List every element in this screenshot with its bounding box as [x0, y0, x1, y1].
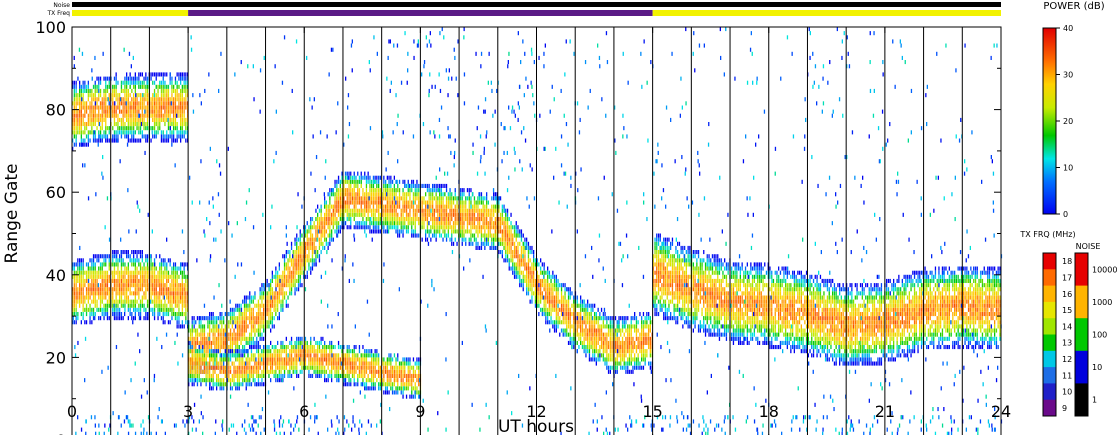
- txfreq-label: 17: [1062, 273, 1072, 282]
- txfreq-label: 16: [1062, 290, 1072, 299]
- txfreq-label: 18: [1062, 257, 1072, 266]
- y-tick-label: 20: [46, 348, 66, 367]
- y-tick-label: 60: [46, 183, 66, 202]
- noise-label: 10: [1092, 363, 1102, 372]
- txfreq-color-segment: [1043, 350, 1056, 368]
- y-axis-title: Range Gate: [2, 164, 22, 264]
- noise-color-segment: [1075, 383, 1088, 417]
- txfreq-color-segment: [1043, 383, 1056, 401]
- noise-legend-title: NOISE: [1076, 242, 1101, 251]
- power-colorbar-label: 0: [1063, 210, 1068, 219]
- txfreq-color-segment: [1043, 318, 1056, 335]
- txfreq-color-segment: [1043, 269, 1056, 287]
- txfreq-color-segment: [1043, 285, 1056, 303]
- x-tick-label: 9: [415, 402, 425, 421]
- power-colorbar-label: 10: [1063, 164, 1073, 173]
- x-axis-title: UT hours: [498, 417, 574, 435]
- txfreq-bar-segment: [652, 10, 1001, 16]
- txfreq-label: 13: [1062, 339, 1072, 348]
- txfreq-color-segment: [1043, 399, 1056, 417]
- txfreq-bar-segment: [72, 10, 189, 16]
- power-colorbar-label: 40: [1063, 24, 1073, 33]
- power-colorbar-label: 30: [1063, 71, 1073, 80]
- txfreq-label: 15: [1062, 306, 1072, 315]
- noise-color-segment: [1075, 350, 1088, 384]
- noise-bar-label: Noise: [53, 2, 70, 9]
- x-tick-label: 15: [642, 402, 662, 421]
- txfreq-bar-label: TX Freq: [46, 10, 70, 17]
- x-tick-label: 3: [183, 402, 193, 421]
- noise-bar: [72, 2, 1001, 7]
- noise-colorbar: [1074, 252, 1089, 417]
- txfreq-label: 14: [1062, 322, 1072, 331]
- txfreq-label: 9: [1062, 404, 1067, 413]
- noise-color-segment: [1075, 285, 1088, 319]
- txfreq-colorbar: [1042, 252, 1057, 417]
- x-tick-label: 18: [759, 402, 779, 421]
- noise-label: 10000: [1092, 265, 1117, 274]
- y-tick-label: 80: [46, 101, 66, 120]
- txfreq-label: 12: [1062, 355, 1072, 364]
- noise-color-segment: [1075, 253, 1088, 287]
- x-tick-label: 12: [526, 402, 546, 421]
- noise-color-segment: [1075, 318, 1088, 352]
- echo-cells: [72, 27, 1003, 435]
- power-colorbar-label: 20: [1063, 117, 1073, 126]
- txfreq-bar-segment: [188, 10, 653, 16]
- y-tick-label: 40: [46, 266, 66, 285]
- power-legend-title: POWER (dB): [1043, 1, 1104, 12]
- x-tick-label: 24: [991, 402, 1011, 421]
- txfreq-color-segment: [1043, 367, 1056, 384]
- txfreq-color-segment: [1043, 253, 1056, 270]
- x-tick-label: 6: [299, 402, 309, 421]
- txfreq-label: 11: [1062, 371, 1072, 380]
- noise-label: 1: [1092, 396, 1097, 405]
- y-tick-label: 100: [35, 18, 66, 37]
- txfreq-color-segment: [1043, 301, 1056, 319]
- noise-label: 100: [1092, 331, 1107, 340]
- y-tick-label: 0: [56, 431, 66, 435]
- txfreq-legend-title: TX FRQ (MHz): [1019, 230, 1075, 239]
- x-tick-label: 0: [67, 402, 77, 421]
- x-tick-label: 21: [875, 402, 895, 421]
- txfreq-color-segment: [1043, 334, 1056, 352]
- noise-label: 1000: [1092, 298, 1112, 307]
- txfreq-label: 10: [1062, 388, 1072, 397]
